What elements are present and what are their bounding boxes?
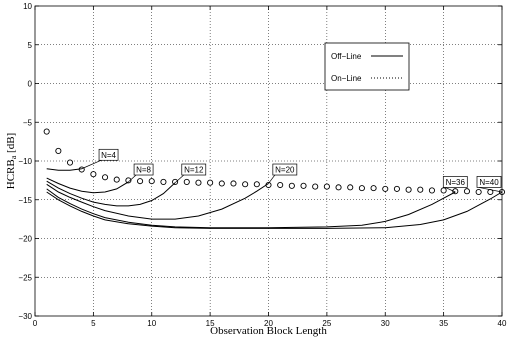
y-axis-label-subscript: a [9, 155, 18, 159]
series-line-n-4 [46, 168, 82, 171]
online-point [300, 182, 307, 189]
y-tick-label: 5 [28, 41, 33, 50]
series-line-n-40 [46, 191, 503, 229]
online-point [288, 182, 295, 189]
online-point [90, 171, 97, 178]
grid [35, 6, 502, 316]
x-tick-label: 15 [206, 319, 215, 328]
annotation-box [442, 176, 468, 188]
annotation-label: N=8 [136, 166, 151, 175]
online-point [160, 178, 167, 185]
online-point [428, 187, 436, 194]
online-point [183, 178, 190, 185]
y-axis-label-unit: [dB] [5, 133, 17, 156]
online-point [172, 178, 179, 185]
y-tick-label: −30 [18, 312, 32, 321]
online-point [440, 187, 447, 194]
y-axis-label-main: HCRB [5, 159, 17, 189]
annotation-leader [128, 174, 137, 183]
series-online-markers [43, 128, 506, 196]
series-group [43, 128, 506, 229]
annotation-box [133, 163, 154, 176]
annotations: N=4 N=8 N=12 N=20 N=36 N=40 [81, 148, 503, 193]
annotation-label: N=36 [446, 178, 466, 187]
online-point [207, 179, 214, 186]
online-point [312, 183, 319, 190]
online-point [125, 177, 132, 184]
online-point [358, 185, 365, 192]
online-point [113, 176, 120, 183]
online-point [230, 180, 237, 187]
legend-label: On−Line [331, 74, 362, 83]
online-point [66, 159, 74, 166]
y-tick-label: −5 [23, 118, 33, 127]
y-tick-label: −25 [18, 273, 32, 282]
online-point [347, 184, 354, 191]
x-axis-label: Observation Block Length [210, 325, 327, 337]
online-point [148, 178, 155, 185]
online-point [382, 185, 389, 192]
annotation-box [272, 163, 298, 176]
annotation-label: N=4 [101, 151, 116, 160]
axis-ticks: 0 5 10 15 20 25 30 35 40 10 5 0 −5 −10 −15 −20 −25 −30 [18, 2, 507, 328]
annotation-label: N=20 [275, 166, 295, 175]
x-tick-label: 25 [322, 319, 331, 328]
annotation-leader [445, 187, 456, 193]
online-point [43, 128, 50, 135]
x-tick-label: 5 [91, 319, 96, 328]
online-point [102, 174, 109, 181]
y-tick-label: −15 [18, 196, 32, 205]
series-line-n-8 [46, 177, 129, 194]
x-tick-label: 20 [264, 319, 273, 328]
x-tick-label: 10 [147, 319, 156, 328]
x-tick-label: 30 [381, 319, 390, 328]
online-point [463, 188, 471, 195]
online-point [242, 181, 249, 188]
annotation-leader [174, 174, 185, 183]
y-tick-label: −20 [18, 235, 32, 244]
online-point [137, 178, 144, 185]
x-tick-label: 35 [439, 319, 448, 328]
legend-label: Off−Line [331, 52, 362, 61]
x-tick-label: 40 [498, 319, 507, 328]
annotation-label: N=40 [479, 178, 499, 187]
y-tick-label: 0 [28, 80, 33, 89]
annotation-box [181, 163, 207, 176]
legend-box [324, 42, 410, 91]
online-point [370, 185, 377, 192]
legend: Off−Line On−Line [324, 42, 410, 91]
annotation-label: N=12 [184, 166, 204, 175]
series-line-n-36 [46, 188, 456, 229]
online-point [55, 147, 62, 154]
annotation-leader [268, 174, 276, 184]
online-point [253, 181, 260, 188]
online-point [417, 186, 424, 193]
annotation-box [98, 148, 119, 161]
y-axis-label: HCRBa [dB] [5, 133, 18, 189]
annotation-leader [478, 187, 503, 193]
online-point [405, 186, 412, 193]
y-tick-label: 10 [23, 2, 32, 11]
online-point [277, 181, 284, 189]
annotation-leader [81, 159, 102, 170]
online-point [195, 179, 202, 186]
online-point [218, 180, 225, 187]
online-point [475, 188, 482, 196]
annotation-box [476, 176, 502, 188]
y-tick-label: −10 [18, 157, 32, 166]
online-point [335, 184, 342, 191]
x-tick-label: 0 [33, 319, 38, 328]
online-point [393, 185, 400, 192]
series-line-n-20 [46, 183, 269, 220]
online-point [323, 183, 330, 190]
series-line-n-12 [46, 180, 176, 207]
